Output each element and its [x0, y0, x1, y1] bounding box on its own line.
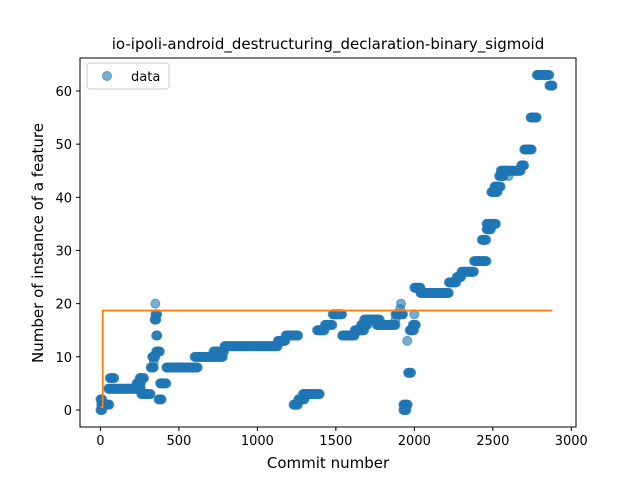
y-tick-label: 0 — [64, 404, 72, 419]
data-point — [406, 367, 417, 378]
data-point — [547, 80, 558, 91]
y-tick-label: 10 — [55, 351, 72, 366]
x-tick-label: 2500 — [476, 434, 509, 449]
data-point — [531, 112, 542, 123]
data-point — [544, 70, 555, 81]
data-point — [478, 234, 489, 245]
data-point — [410, 319, 421, 330]
y-axis-label: Number of instance of a feature — [29, 123, 47, 363]
axes-layer: 0 500 1000 1500 2000 2500 3000 0 10 20 30 40 50 60 — [55, 57, 588, 449]
data-point — [314, 389, 325, 400]
x-tick-label: 1000 — [241, 434, 274, 449]
data-layer — [95, 70, 558, 415]
y-tick-label: 40 — [55, 191, 72, 206]
data-point — [104, 399, 115, 410]
y-tick-label: 60 — [55, 85, 72, 100]
data-point — [154, 346, 165, 357]
x-tick-label: 1500 — [319, 434, 352, 449]
data-point — [402, 335, 413, 346]
data-point — [293, 330, 304, 341]
y-tick-label: 50 — [55, 138, 72, 153]
fit-line — [100, 309, 553, 409]
x-tick-label: 500 — [166, 434, 191, 449]
x-tick-label: 3000 — [555, 434, 588, 449]
data-point — [148, 357, 159, 368]
legend-label-data: data — [131, 70, 160, 85]
data-point — [526, 144, 537, 155]
data-point — [390, 314, 401, 325]
data-point — [519, 160, 530, 171]
legend-marker-data — [102, 71, 112, 81]
data-point — [483, 218, 494, 229]
y-tick-label: 30 — [55, 244, 72, 259]
x-axis-label: Commit number — [267, 454, 390, 472]
data-point — [156, 394, 167, 405]
data-point — [402, 399, 413, 410]
data-point — [468, 266, 479, 277]
plot-frame — [79, 57, 577, 428]
data-point — [395, 298, 406, 309]
data-point — [145, 389, 156, 400]
data-point — [161, 378, 172, 389]
y-tick-label: 20 — [55, 298, 72, 313]
legend: data — [86, 62, 170, 90]
data-point — [503, 171, 514, 182]
data-point — [415, 288, 426, 299]
data-point — [443, 288, 454, 299]
data-point — [481, 256, 492, 267]
data-point — [150, 298, 161, 309]
data-point — [192, 362, 203, 373]
data-point — [139, 373, 150, 384]
x-tick-label: 0 — [96, 434, 104, 449]
data-point — [109, 373, 120, 384]
chart-title: io-ipoli-android_destructuring_declarati… — [112, 35, 544, 54]
data-point — [495, 181, 506, 192]
x-tick-label: 2000 — [398, 434, 431, 449]
data-point — [152, 330, 163, 341]
data-point — [327, 319, 338, 330]
legend-frame — [86, 62, 170, 90]
